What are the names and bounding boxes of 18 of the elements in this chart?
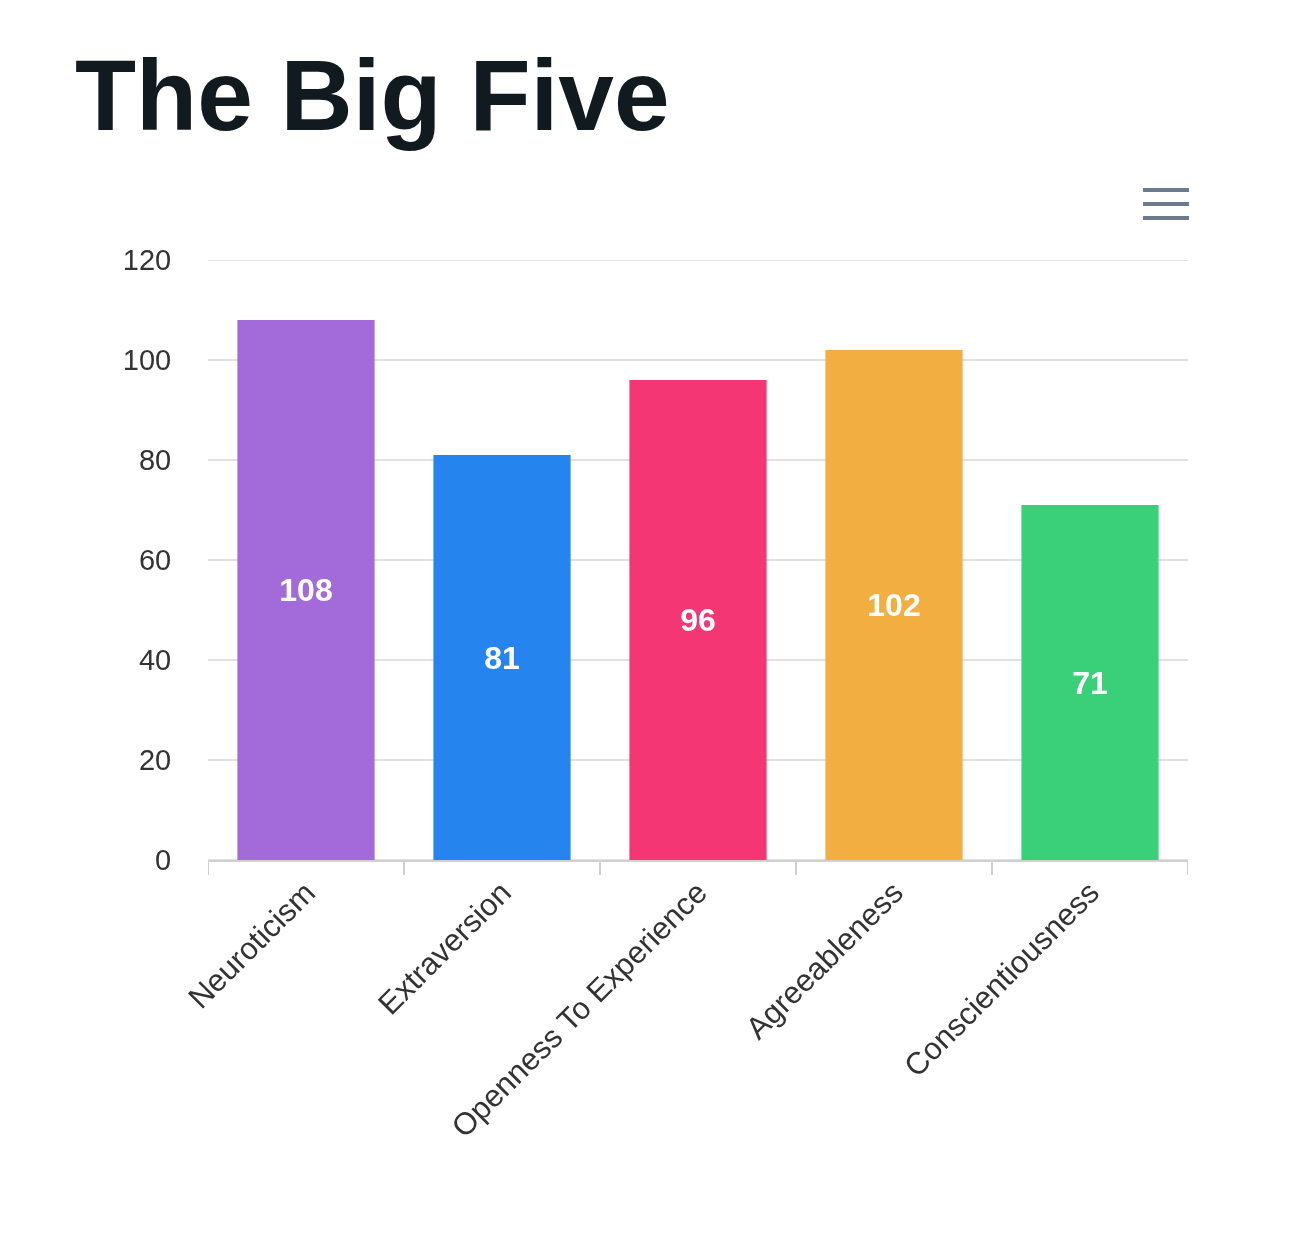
y-tick-label: 20 [138,744,172,777]
bar [825,350,963,860]
data-label: 81 [484,639,520,676]
bar [237,320,375,860]
chart-title: The Big Five [75,39,670,151]
y-tick-label: 120 [122,244,172,277]
y-tick-label: 100 [122,344,172,377]
bar [629,380,767,860]
y-tick-label: 60 [138,544,172,577]
bar [1021,505,1159,860]
y-tick-label: 40 [138,644,172,677]
data-label: 102 [867,587,921,623]
data-label: 108 [279,572,333,608]
y-tick-label: 80 [138,444,172,477]
data-label: 96 [680,602,716,638]
bar [433,455,571,860]
data-label: 71 [1072,664,1108,701]
y-tick-label: 0 [155,844,172,877]
